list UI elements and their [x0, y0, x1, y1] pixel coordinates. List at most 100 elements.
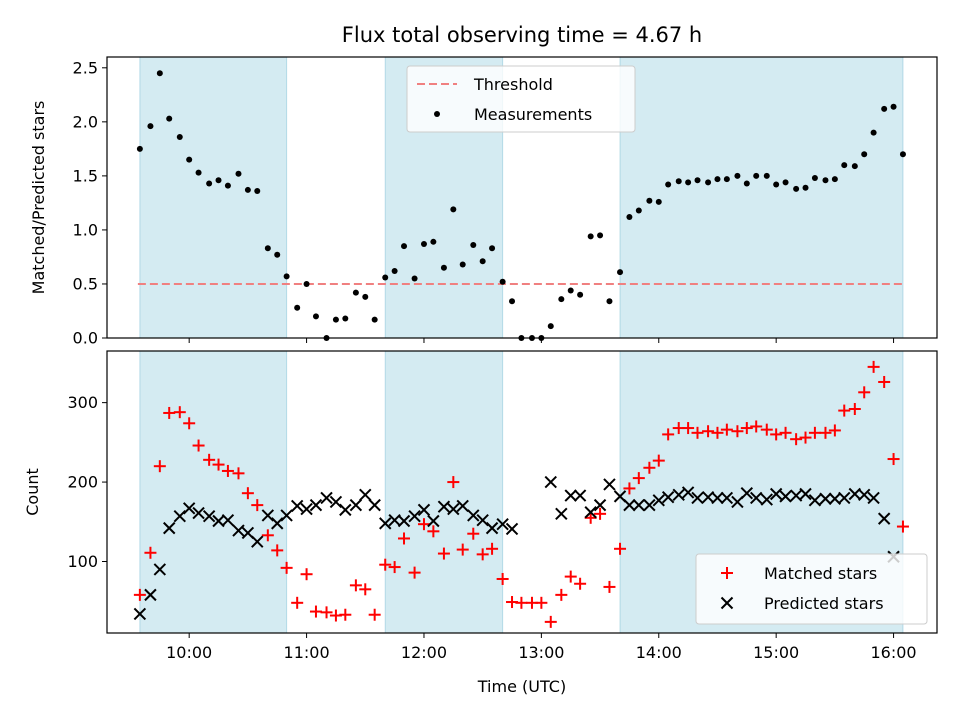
predicted-star-point-b — [613, 490, 627, 503]
predicted-star-point-b — [779, 490, 792, 503]
observing-interval — [384, 350, 504, 634]
predicted-star-point-b — [290, 499, 304, 513]
x-tick-label: 10:00 — [166, 643, 212, 662]
predicted-star-point — [467, 509, 480, 522]
matched-star-point — [790, 433, 803, 446]
predicted-star-point-b — [300, 502, 313, 516]
predicted-star-point-b — [427, 514, 440, 528]
predicted-star-point-b — [271, 517, 284, 530]
measurement-point — [147, 123, 154, 130]
predicted-star-point-b — [858, 488, 871, 501]
predicted-star-point — [476, 513, 489, 527]
measurement-point — [881, 105, 888, 112]
predicted-star-point — [661, 490, 675, 504]
predicted-star-point — [368, 498, 381, 512]
measurement-point — [617, 269, 624, 276]
predicted-star-point-b — [408, 510, 421, 523]
predicted-star-point-b — [828, 492, 842, 505]
matched-star-point — [867, 360, 880, 373]
y-tick-label: 0.5 — [73, 274, 98, 293]
predicted-star-point — [417, 503, 431, 517]
y-tick-label: 0.0 — [73, 329, 98, 348]
measurement-point — [499, 278, 506, 285]
matched-star-point — [456, 543, 469, 556]
predicted-star-point — [750, 491, 763, 505]
predicted-star-point-b — [740, 486, 754, 500]
predicted-star-point-b — [467, 509, 480, 522]
matched-star-point — [133, 588, 146, 601]
matched-star-point — [192, 439, 205, 452]
measurement-point — [685, 179, 692, 186]
predicted-star-point — [584, 506, 597, 519]
matched-star-point — [379, 558, 392, 571]
matched-star-point — [417, 518, 430, 531]
predicted-star-point-b — [672, 488, 685, 501]
measurement-point — [283, 273, 290, 280]
matched-star-point — [691, 426, 704, 439]
matched-star-point — [702, 425, 715, 438]
matched-star-point — [770, 428, 783, 441]
measurement-point — [215, 177, 222, 184]
matched-star-point — [623, 482, 636, 495]
matched-star-point — [858, 386, 871, 399]
predicted-star-point — [329, 495, 343, 509]
predicted-star-point-b — [133, 607, 147, 621]
predicted-star-point-b — [573, 489, 587, 502]
predicted-star-point — [397, 514, 411, 528]
y-tick-label: 1.0 — [73, 220, 98, 239]
matched-star-point — [291, 596, 304, 609]
measurement-point — [831, 176, 838, 183]
matched-star-point — [320, 606, 333, 619]
predicted-star-point-b — [144, 588, 157, 602]
top-y-axis-label: Matched/Predicted stars — [29, 101, 48, 295]
matched-star-point — [153, 460, 166, 473]
measurement-point — [479, 258, 486, 265]
measurement-point — [264, 245, 271, 252]
predicted-star-point — [437, 500, 451, 513]
top-legend: Threshold Measurements — [406, 65, 636, 133]
predicted-star-point — [720, 491, 734, 505]
matched-star-point — [878, 375, 891, 388]
matched-star-point — [241, 487, 254, 500]
predicted-star-point-b — [643, 498, 656, 512]
predicted-star-point — [681, 486, 695, 499]
matched-star-point — [437, 547, 450, 560]
y-tick-label: 2.0 — [73, 112, 98, 131]
predicted-star-point — [202, 510, 216, 523]
predicted-star-point — [456, 499, 469, 513]
predicted-star-point-b — [720, 491, 734, 505]
matched-star-point — [632, 472, 645, 485]
predicted-star-point — [359, 488, 372, 501]
predicted-star-point-b — [368, 498, 381, 512]
predicted-star-point — [163, 521, 176, 535]
measurement-point — [440, 264, 447, 271]
measurement-point — [547, 323, 554, 330]
legend-predicted-label: Predicted stars — [764, 594, 884, 613]
x-tick-label: 16:00 — [871, 643, 917, 662]
matched-star-point — [808, 426, 821, 439]
measurement-point — [606, 298, 613, 305]
predicted-star-point — [221, 513, 235, 527]
predicted-star-point — [643, 498, 656, 512]
measurement-point — [411, 275, 418, 282]
measurement-point — [235, 170, 242, 177]
matched-star-point — [614, 542, 627, 555]
measurement-point — [723, 176, 730, 183]
measurement-point — [166, 115, 173, 122]
measurement-point — [773, 181, 780, 188]
predicted-star-point-b — [485, 521, 499, 535]
bottom-plot-frame — [106, 350, 938, 634]
matched-star-point — [144, 546, 157, 559]
predicted-star-point — [838, 491, 851, 505]
y-tick-label: 300 — [67, 393, 98, 412]
measurement-point — [371, 316, 378, 323]
predicted-star-point — [232, 524, 245, 537]
predicted-star-point — [192, 506, 205, 520]
predicted-star-point-b — [867, 491, 880, 505]
matched-star-point — [221, 464, 234, 477]
predicted-star-point-b — [819, 492, 832, 505]
predicted-star-point — [632, 498, 646, 512]
legend-matched-swatch — [721, 567, 733, 579]
matched-star-point — [339, 608, 352, 621]
